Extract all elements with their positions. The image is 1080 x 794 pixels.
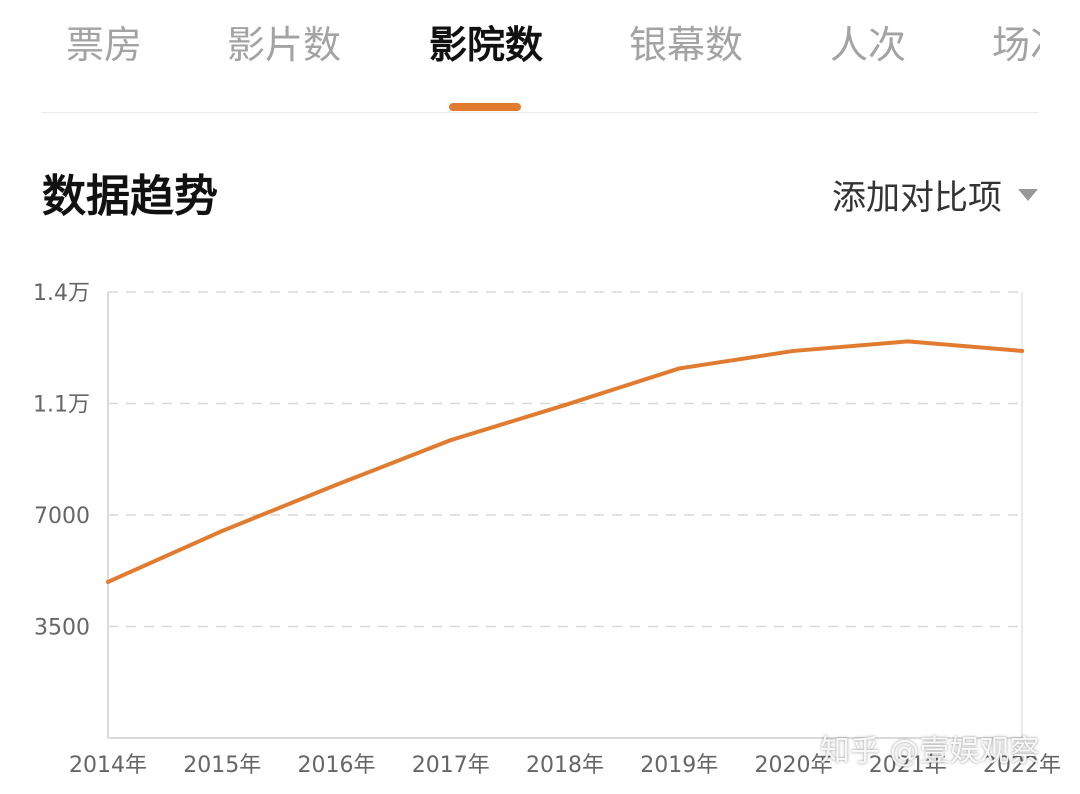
y-tick-label: 7000 [34, 504, 90, 529]
add-compare-label: 添加对比项 [832, 178, 1002, 218]
x-tick-label: 2017年 [412, 753, 490, 778]
x-tick-label: 2018年 [526, 753, 604, 778]
x-tick-label: 2016年 [298, 753, 376, 778]
tab-film-count[interactable]: 影片数 [227, 23, 342, 67]
x-tick-label: 2022年 [983, 753, 1061, 778]
metric-tabs: 票房 影片数 影院数 银幕数 人次 场次 [0, 0, 1040, 112]
series-line-0 [106, 339, 1024, 584]
x-tick-label: 2020年 [755, 753, 833, 778]
y-tick-label: 1.1万 [33, 393, 90, 418]
data-point [220, 528, 225, 533]
x-tick-label: 2021年 [869, 753, 947, 778]
tab-screen-count[interactable]: 银幕数 [629, 23, 744, 67]
tab-attendance[interactable]: 人次 [830, 23, 907, 67]
section-title: 数据趋势 [42, 171, 218, 222]
tab-box-office[interactable]: 票房 [66, 23, 143, 67]
data-point [905, 339, 910, 344]
data-point [448, 438, 453, 443]
tab-cinema-count[interactable]: 影院数 [429, 23, 544, 67]
add-compare-dropdown[interactable]: 添加对比项 [832, 170, 1038, 219]
data-point [1020, 348, 1024, 353]
x-tick-label: 2015年 [183, 753, 261, 778]
x-tick-label: 2014年 [69, 753, 147, 778]
data-point [791, 348, 796, 353]
y-tick-label: 1.4万 [33, 281, 90, 306]
trend-chart: 1.4万 1.1万 7000 3500 2014年 2015年 2016年 2017年 2018… [33, 281, 1061, 778]
data-point [677, 366, 682, 371]
watermark: 知乎 @壹娱观察 [820, 734, 1040, 769]
data-point [563, 403, 567, 408]
data-point [106, 579, 110, 584]
x-tick-label: 2019年 [640, 753, 718, 778]
data-point [334, 482, 339, 487]
tab-screenings[interactable]: 场次 [992, 23, 1040, 67]
tab-divider [42, 112, 1038, 113]
active-tab-indicator [449, 103, 521, 111]
caret-down-icon [1018, 188, 1038, 201]
y-tick-label: 3500 [34, 616, 90, 641]
